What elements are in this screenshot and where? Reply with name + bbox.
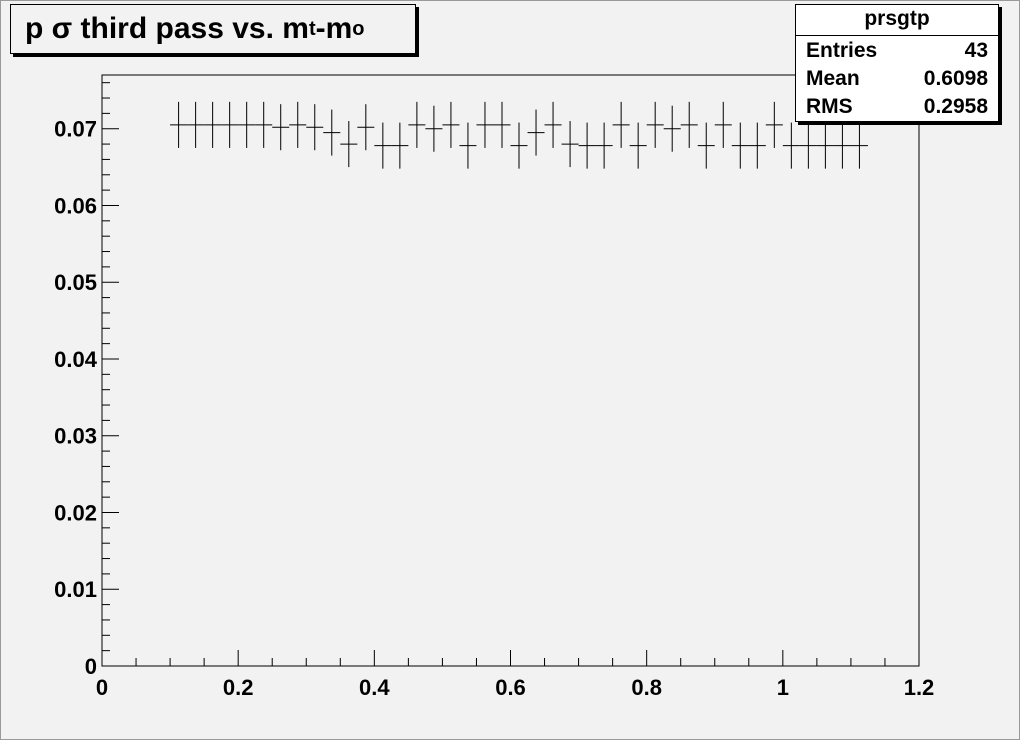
x-tick-label: 0.2 — [223, 675, 254, 700]
y-tick-label: 0.06 — [54, 193, 97, 218]
data-point — [357, 104, 375, 151]
data-point — [493, 101, 511, 148]
data-point — [170, 101, 188, 148]
x-tick-label: 0.6 — [495, 675, 526, 700]
data-point — [238, 101, 256, 148]
y-axis: 0 0.01 0.02 0.03 0.04 0.05 0.06 0.07 — [54, 82, 119, 679]
title-mid: -m — [315, 12, 353, 45]
data-point — [816, 122, 834, 169]
stats-value: 0.6098 — [923, 67, 988, 90]
stats-box: prsgtp Entries 43 Mean 0.6098 RMS 0.2958 — [795, 4, 999, 122]
data-point — [408, 101, 426, 148]
stats-row-rms: RMS 0.2958 — [796, 92, 998, 120]
y-tick-label: 0.01 — [54, 577, 97, 602]
data-point — [544, 101, 562, 148]
stats-value: 0.2958 — [923, 95, 988, 118]
data-point — [799, 122, 817, 169]
data-point — [629, 122, 647, 169]
data-point — [221, 101, 239, 148]
data-point — [272, 104, 290, 151]
title-prefix: p σ third pass vs. m — [25, 12, 309, 45]
data-point — [340, 121, 358, 168]
data-point — [578, 122, 596, 169]
data-point — [714, 101, 732, 148]
data-point — [731, 122, 749, 169]
plot-frame — [101, 74, 920, 667]
data-point — [765, 101, 783, 148]
stats-row-entries: Entries 43 — [796, 36, 998, 64]
data-point — [646, 101, 664, 148]
stats-row-mean: Mean 0.6098 — [796, 64, 998, 92]
data-point — [748, 122, 766, 169]
data-point — [289, 101, 307, 148]
x-tick-label: 0.4 — [359, 675, 390, 700]
data-point — [850, 122, 868, 169]
y-tick-label: 0.03 — [54, 424, 97, 449]
data-point — [459, 122, 477, 169]
stats-label: Mean — [806, 67, 860, 90]
data-point — [442, 101, 460, 148]
data-point — [527, 109, 545, 156]
x-axis: 0 0.2 0.4 0.6 0.8 1 1.2 — [96, 650, 934, 700]
data-point — [323, 109, 341, 156]
title-sub-t: t — [308, 17, 316, 40]
data-point — [255, 101, 273, 148]
data-point — [204, 101, 222, 148]
data-point — [663, 105, 681, 152]
title-sub-o: o — [352, 17, 365, 40]
y-tick-label: 0.02 — [54, 500, 97, 525]
stats-label: RMS — [806, 95, 853, 118]
x-tick-label: 1 — [777, 675, 789, 700]
data-point — [782, 122, 800, 169]
data-point — [595, 122, 613, 169]
x-tick-label: 0 — [96, 675, 108, 700]
data-point — [374, 122, 392, 169]
stats-name: prsgtp — [796, 5, 998, 36]
data-point — [697, 122, 715, 169]
stats-label: Entries — [806, 39, 878, 62]
x-tick-label: 1.2 — [904, 675, 935, 700]
x-tick-label: 0.8 — [631, 675, 662, 700]
data-point — [833, 122, 851, 169]
data-point — [510, 122, 528, 169]
y-tick-label: 0.07 — [54, 117, 97, 142]
data-point — [187, 101, 205, 148]
chart-title: p σ third pass vs. m t -m o — [10, 4, 416, 54]
data-point — [306, 104, 324, 151]
y-tick-label: 0.05 — [54, 270, 97, 295]
y-tick-label: 0 — [85, 654, 97, 679]
data-point — [612, 101, 630, 148]
data-point — [476, 101, 494, 148]
data-point — [561, 121, 579, 168]
data-point — [425, 105, 443, 152]
stats-value: 43 — [964, 39, 988, 62]
data-point — [680, 101, 698, 148]
data-markers — [170, 101, 868, 169]
y-tick-label: 0.04 — [54, 347, 98, 372]
data-point — [391, 122, 409, 169]
